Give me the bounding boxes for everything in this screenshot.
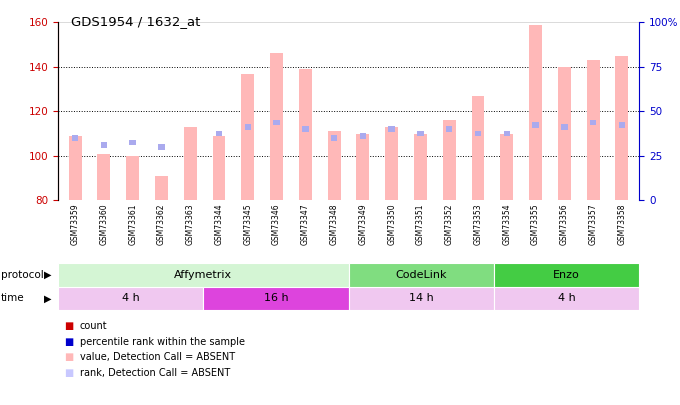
Bar bbox=[619, 122, 625, 128]
Bar bbox=[241, 73, 254, 200]
Text: GSM73359: GSM73359 bbox=[71, 204, 80, 245]
Bar bbox=[129, 140, 136, 145]
Bar bbox=[270, 53, 283, 200]
Bar bbox=[101, 142, 107, 147]
Text: GSM73348: GSM73348 bbox=[330, 204, 339, 245]
Bar bbox=[590, 120, 596, 125]
Bar bbox=[203, 287, 348, 310]
Bar bbox=[615, 55, 628, 200]
Text: GSM73363: GSM73363 bbox=[186, 204, 194, 245]
Text: 16 h: 16 h bbox=[264, 294, 288, 303]
Bar bbox=[184, 127, 197, 200]
Text: protocol: protocol bbox=[1, 270, 44, 280]
Bar bbox=[529, 24, 542, 200]
Text: GSM73354: GSM73354 bbox=[503, 204, 511, 245]
Text: GSM73353: GSM73353 bbox=[473, 204, 483, 245]
Text: GSM73355: GSM73355 bbox=[531, 204, 540, 245]
Text: count: count bbox=[80, 322, 107, 331]
Text: ■: ■ bbox=[65, 322, 74, 331]
Text: GSM73345: GSM73345 bbox=[243, 204, 252, 245]
Text: Enzo: Enzo bbox=[553, 270, 580, 280]
Bar bbox=[348, 263, 494, 287]
Bar bbox=[348, 287, 494, 310]
Text: ▶: ▶ bbox=[44, 294, 51, 303]
Bar bbox=[58, 263, 348, 287]
Text: ■: ■ bbox=[65, 337, 74, 347]
Bar bbox=[97, 153, 110, 200]
Bar bbox=[475, 131, 481, 136]
Text: GSM73347: GSM73347 bbox=[301, 204, 310, 245]
Text: value, Detection Call = ABSENT: value, Detection Call = ABSENT bbox=[80, 352, 235, 362]
Bar bbox=[414, 134, 427, 200]
Text: GSM73349: GSM73349 bbox=[358, 204, 367, 245]
Bar bbox=[245, 124, 251, 130]
Text: GDS1954 / 1632_at: GDS1954 / 1632_at bbox=[71, 15, 201, 28]
Bar bbox=[360, 133, 366, 139]
Bar bbox=[273, 120, 279, 125]
Bar bbox=[561, 124, 568, 130]
Text: GSM73357: GSM73357 bbox=[589, 204, 598, 245]
Bar bbox=[385, 127, 398, 200]
Text: GSM73352: GSM73352 bbox=[445, 204, 454, 245]
Bar bbox=[494, 287, 639, 310]
Text: 4 h: 4 h bbox=[122, 294, 139, 303]
Bar bbox=[328, 131, 341, 200]
Bar bbox=[443, 120, 456, 200]
Bar bbox=[500, 134, 513, 200]
Text: Affymetrix: Affymetrix bbox=[174, 270, 232, 280]
Text: GSM73350: GSM73350 bbox=[387, 204, 396, 245]
Bar bbox=[58, 287, 203, 310]
Text: GSM73351: GSM73351 bbox=[416, 204, 425, 245]
Text: GSM73358: GSM73358 bbox=[617, 204, 626, 245]
Text: GSM73344: GSM73344 bbox=[214, 204, 224, 245]
Bar bbox=[69, 136, 82, 200]
Text: CodeLink: CodeLink bbox=[396, 270, 447, 280]
Bar bbox=[158, 144, 165, 150]
Bar bbox=[126, 156, 139, 200]
Text: 4 h: 4 h bbox=[558, 294, 575, 303]
Text: time: time bbox=[1, 294, 24, 303]
Bar bbox=[155, 176, 168, 200]
Bar bbox=[388, 126, 395, 132]
Text: 14 h: 14 h bbox=[409, 294, 434, 303]
Text: percentile rank within the sample: percentile rank within the sample bbox=[80, 337, 245, 347]
Bar bbox=[504, 131, 510, 136]
Bar bbox=[418, 131, 424, 136]
Bar bbox=[471, 96, 484, 200]
Bar bbox=[558, 67, 571, 200]
Bar bbox=[216, 131, 222, 136]
Bar bbox=[356, 134, 369, 200]
Text: GSM73346: GSM73346 bbox=[272, 204, 281, 245]
Text: ■: ■ bbox=[65, 352, 74, 362]
Bar bbox=[587, 60, 600, 200]
Bar bbox=[72, 135, 78, 141]
Bar bbox=[299, 69, 312, 200]
Text: GSM73361: GSM73361 bbox=[128, 204, 137, 245]
Text: ■: ■ bbox=[65, 368, 74, 377]
Bar bbox=[494, 263, 639, 287]
Text: ▶: ▶ bbox=[44, 270, 51, 280]
Bar bbox=[213, 136, 226, 200]
Text: GSM73362: GSM73362 bbox=[157, 204, 166, 245]
Text: GSM73360: GSM73360 bbox=[99, 204, 108, 245]
Bar bbox=[331, 135, 337, 141]
Bar bbox=[446, 126, 452, 132]
Bar bbox=[532, 122, 539, 128]
Bar bbox=[302, 126, 309, 132]
Text: GSM73356: GSM73356 bbox=[560, 204, 569, 245]
Text: rank, Detection Call = ABSENT: rank, Detection Call = ABSENT bbox=[80, 368, 230, 377]
